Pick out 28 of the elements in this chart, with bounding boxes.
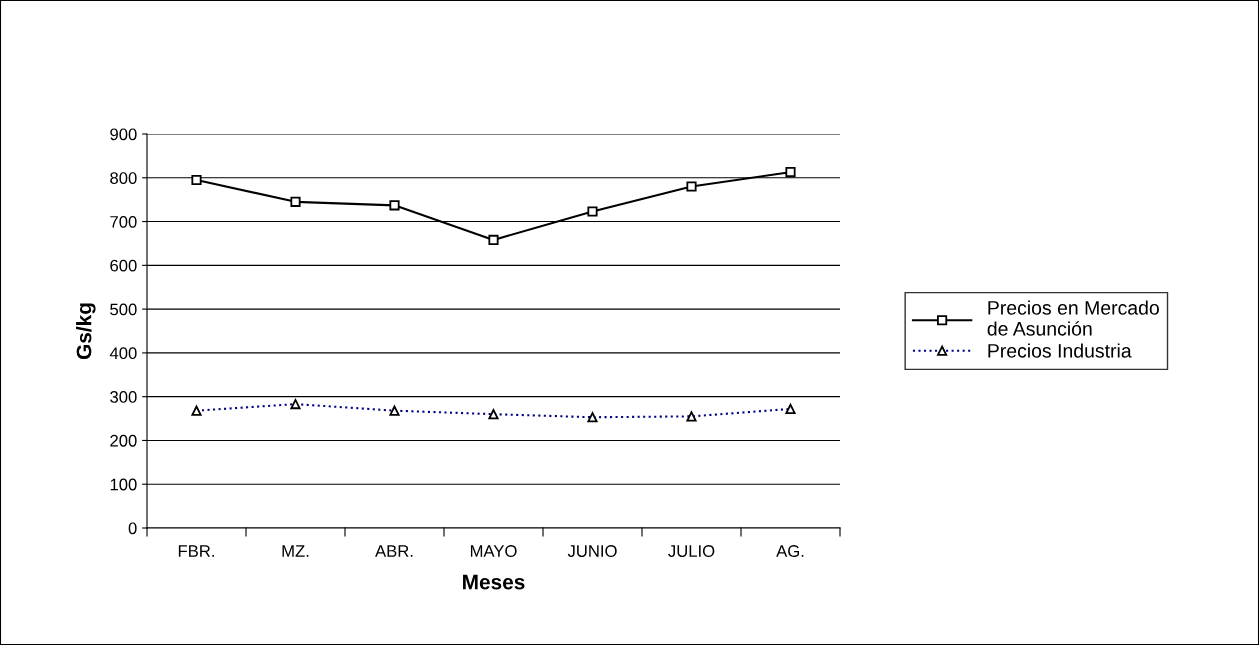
point [785,167,796,178]
x-tick-label: AG. [776,545,804,557]
y-tick-label: 400 [109,347,137,360]
point [191,174,202,186]
point [290,196,301,207]
x-tick-label: JULIO [668,545,715,557]
legend-label: Precios en Mercado de Asunción [987,300,1159,336]
y-tick-label: 200 [110,434,137,447]
x-tick-label: FBR. [178,545,214,557]
y-tick-label: 900 [110,128,137,141]
y-tick-label: 700 [110,215,137,228]
y-tick-label: 500 [110,303,137,316]
y-tick-label: 0 [128,522,137,535]
y-tick-label: 600 [110,259,137,272]
y-axis-title: Gs/kg [76,303,96,360]
y-tick-label: 100 [110,478,137,491]
point [686,181,697,192]
x-tick-label: ABR. [375,545,413,557]
y-tick-label: 300 [110,391,137,403]
x-axis-title: Meses [463,574,525,590]
point [488,234,499,246]
legend-label: Precios Industria [988,343,1132,358]
x-tick-label: JUNIO [567,545,617,557]
x-tick-label: MAYO [470,545,517,557]
point [587,206,598,217]
y-tick-label: 800 [110,172,137,184]
x-tick-label: MZ. [282,545,309,557]
point [389,200,400,211]
